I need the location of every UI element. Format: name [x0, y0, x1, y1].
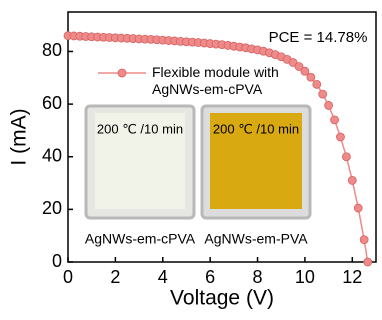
- annotation: AgNWs-em-cPVA: [85, 231, 196, 247]
- data-point: [313, 80, 321, 88]
- y-tick-label: 80: [42, 40, 62, 60]
- data-point: [319, 90, 327, 98]
- x-axis-label: Voltage (V): [170, 287, 274, 310]
- x-tick-label: 8: [253, 267, 263, 287]
- x-tick-label: 10: [295, 267, 315, 287]
- annotation: AgNWs-em-PVA: [204, 231, 308, 247]
- x-tick-label: 2: [110, 267, 120, 287]
- x-tick-label: 6: [205, 267, 215, 287]
- data-point: [336, 133, 344, 141]
- data-point: [307, 73, 315, 81]
- y-tick-label: 40: [42, 145, 62, 165]
- legend-marker: [118, 69, 126, 77]
- data-point: [348, 176, 356, 184]
- data-point: [354, 204, 362, 212]
- data-point: [301, 67, 309, 75]
- y-tick-label: 60: [42, 93, 62, 113]
- x-tick-label: 4: [158, 267, 168, 287]
- annotation: 200 ℃ /10 min: [213, 121, 299, 136]
- data-point: [364, 258, 372, 266]
- chart: 200 ℃ /10 min 200 ℃ /10 min AgNWs-em-cPV…: [0, 0, 382, 315]
- data-point: [325, 101, 333, 109]
- y-axis-label: I (mA): [8, 108, 31, 165]
- annotation: PCE = 14.78%: [269, 29, 368, 46]
- annotation: 200 ℃ /10 min: [97, 121, 183, 136]
- y-tick-label: 0: [52, 251, 62, 271]
- y-tick-label: 20: [42, 198, 62, 218]
- data-point: [331, 116, 339, 124]
- x-tick-label: 12: [342, 267, 362, 287]
- x-tick-label: 0: [63, 267, 73, 287]
- data-point: [342, 153, 350, 161]
- data-point: [360, 236, 368, 244]
